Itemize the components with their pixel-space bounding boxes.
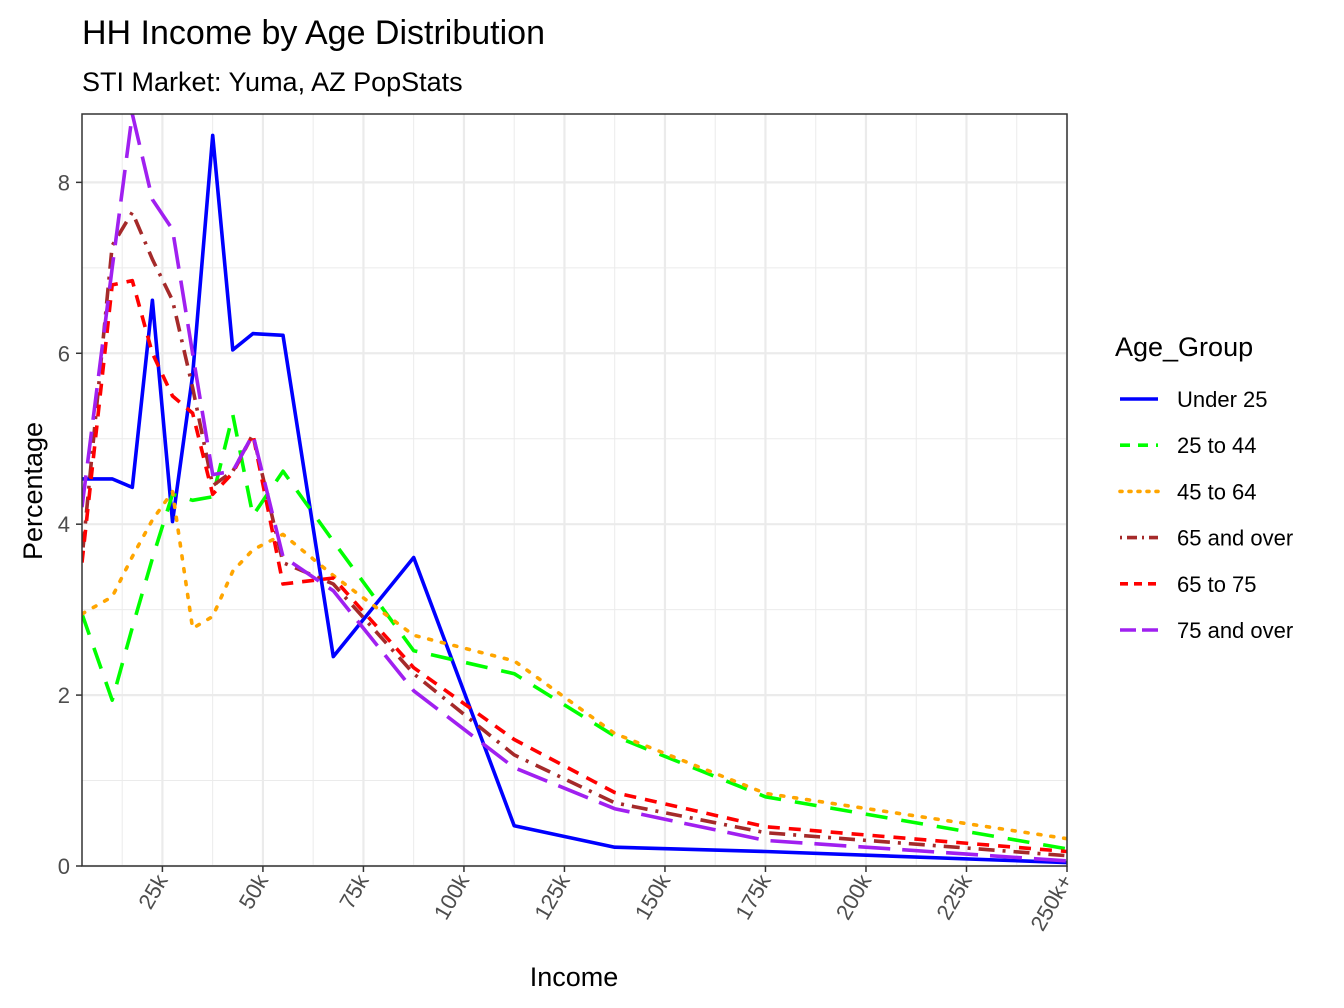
legend-label: 45 to 64 (1177, 479, 1257, 504)
major-gridlines (82, 114, 1069, 868)
chart-subtitle: STI Market: Yuma, AZ PopStats (82, 67, 463, 97)
y-tick-label: 2 (58, 683, 70, 708)
x-tick-label: 100k (429, 869, 475, 924)
chart-title: HH Income by Age Distribution (82, 14, 545, 52)
plot-panel-border (81, 113, 1068, 867)
x-tick-label: 50k (234, 869, 274, 913)
x-tick-label: 200k (831, 869, 877, 924)
x-tick-label: 25k (133, 869, 173, 913)
series-line-45-to-64 (82, 489, 1067, 841)
y-tick-label: 0 (58, 854, 70, 879)
x-axis-title: Income (530, 962, 619, 992)
series-line-75-and-over (82, 114, 1067, 863)
y-tick-label: 6 (58, 341, 70, 366)
x-tick-label: 150k (630, 869, 676, 924)
x-tick-label: 250k+ (1025, 870, 1077, 935)
x-tick-label: 175k (730, 869, 776, 924)
x-tick-label: 75k (334, 869, 374, 913)
legend-label: 65 to 75 (1177, 572, 1257, 597)
legend-label: 75 and over (1177, 618, 1293, 643)
x-tick-label: 225k (931, 869, 977, 924)
legend-label: 25 to 44 (1177, 433, 1257, 458)
series-line-under-25 (82, 133, 1067, 865)
y-tick-label: 8 (58, 170, 70, 195)
x-tick-label: 125k (529, 869, 575, 924)
legend-title: Age_Group (1115, 332, 1253, 362)
y-tick-label: 4 (58, 512, 70, 537)
y-axis-ticks: 0 2 4 6 8 (58, 170, 82, 879)
x-axis-ticks: 25k 50k 75k 100k 125k 150k 175k 200k 225k 250k+ (133, 866, 1077, 935)
minor-gridlines (82, 114, 1067, 866)
series-lines (82, 114, 1067, 865)
series-line-65-to-75 (82, 278, 1067, 854)
legend: Age_Group Under 25 25 to 44 45 to 64 65 and… (1115, 332, 1293, 643)
legend-label: 65 and over (1177, 526, 1293, 551)
legend-label: Under 25 (1177, 387, 1268, 412)
series-line-25-to-44 (82, 412, 1067, 851)
y-axis-title: Percentage (18, 422, 48, 560)
